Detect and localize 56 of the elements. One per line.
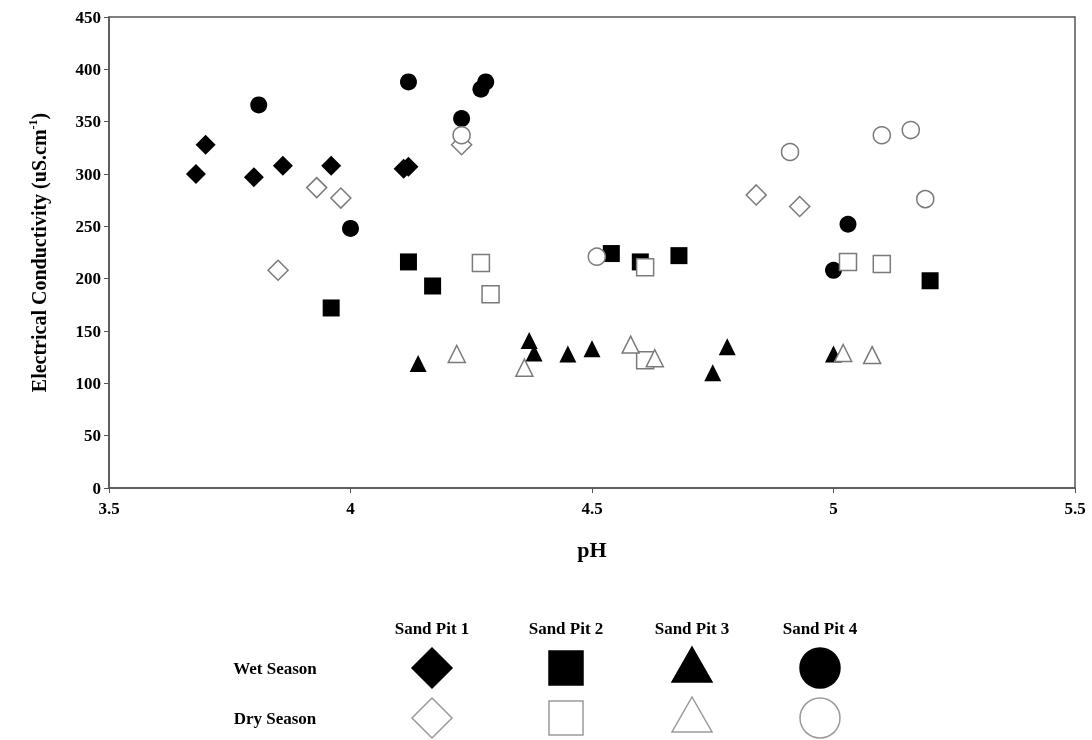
x-axis-title: pH — [577, 536, 607, 562]
y-tick-label: 450 — [75, 7, 101, 27]
point — [670, 247, 688, 265]
y-tick-label: 250 — [75, 216, 101, 236]
point — [559, 345, 577, 363]
point — [452, 126, 471, 145]
text: Wet Season — [233, 659, 318, 678]
y-tick-label: 200 — [75, 269, 101, 289]
point — [825, 261, 842, 279]
point — [409, 354, 427, 372]
point — [583, 340, 601, 358]
point — [839, 215, 857, 233]
point — [635, 257, 655, 277]
point — [322, 299, 340, 317]
point — [718, 338, 736, 356]
x-tick-label: 4.5 — [581, 499, 603, 518]
point — [243, 167, 264, 188]
point — [520, 331, 538, 349]
y-tick-label: 100 — [75, 373, 101, 393]
point — [185, 164, 206, 184]
point — [305, 176, 328, 199]
point — [267, 259, 289, 282]
x-tick-label: 3.5 — [98, 499, 120, 518]
y-tick-label: 400 — [75, 59, 101, 79]
point — [872, 254, 892, 274]
x-tick-label: 5 — [829, 499, 838, 518]
y-axis-title: Electrical Conductivity (uS.cm-1) — [26, 112, 51, 393]
point — [472, 80, 490, 98]
text: Dry Season — [233, 709, 317, 728]
point — [921, 272, 939, 290]
y-tick-label: 50 — [84, 426, 101, 446]
point — [424, 277, 442, 295]
point — [788, 195, 811, 218]
text: Sand Pit 4 — [782, 619, 858, 638]
y-tick-label: 300 — [75, 164, 101, 184]
x-tick-label: 5.5 — [1064, 499, 1086, 518]
point — [272, 155, 293, 176]
y-tick-label: 0 — [92, 478, 101, 498]
y-tick-label: 350 — [75, 112, 101, 132]
point — [745, 184, 767, 206]
point — [195, 134, 216, 155]
text: Sand Pit 1 — [394, 619, 470, 638]
point — [330, 187, 352, 209]
point — [453, 110, 471, 128]
point — [250, 96, 268, 114]
point — [399, 253, 417, 271]
point — [471, 253, 491, 273]
point — [399, 73, 417, 91]
text: Sand Pit 3 — [654, 619, 730, 638]
point — [704, 364, 722, 382]
text: Sand Pit 2 — [528, 619, 604, 638]
point — [838, 252, 858, 272]
point — [321, 155, 342, 176]
point — [342, 219, 359, 237]
x-tick-label: 4 — [346, 499, 356, 518]
y-tick-label: 150 — [75, 321, 101, 341]
